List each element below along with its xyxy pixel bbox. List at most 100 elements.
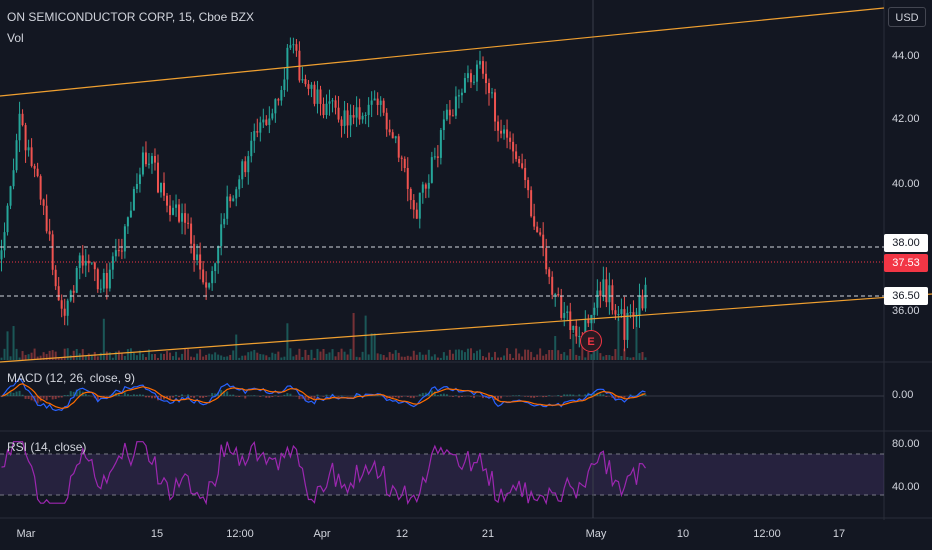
candle-body: [361, 115, 364, 120]
volume-bar: [433, 354, 436, 360]
macd-histogram-bar: [518, 395, 521, 396]
candle-body: [518, 158, 521, 164]
volume-bar: [337, 352, 340, 360]
volume-bar: [313, 357, 316, 360]
macd-histogram-bar: [454, 395, 457, 396]
candle-body: [51, 234, 54, 270]
candle-body: [259, 122, 262, 133]
macd-histogram-bar: [566, 394, 569, 396]
candle-body: [418, 192, 421, 219]
last-price-label[interactable]: 37.53: [884, 254, 928, 272]
candle-body: [241, 161, 244, 180]
candle-body: [199, 254, 202, 270]
volume-bar: [343, 351, 346, 360]
volume-bar: [515, 348, 518, 360]
volume-bar: [512, 357, 515, 360]
volume-bar: [572, 334, 575, 360]
candle-body: [503, 129, 506, 134]
macd-histogram-bar: [439, 394, 442, 396]
volume-bar: [436, 357, 439, 360]
volume-bar: [575, 354, 578, 360]
symbol-title[interactable]: ON SEMICONDUCTOR CORP, 15, Cboe BZX: [7, 10, 254, 24]
macd-histogram-bar: [181, 394, 184, 396]
support-price-label[interactable]: 36.50: [884, 287, 928, 305]
volume-bar: [491, 357, 494, 360]
rsi-title[interactable]: RSI (14, close): [7, 440, 87, 454]
upper-trendline[interactable]: [0, 7, 885, 97]
earnings-marker[interactable]: E: [580, 330, 602, 352]
candle-body: [373, 98, 376, 101]
volume-bar: [18, 357, 21, 360]
volume-bar: [400, 356, 403, 360]
volume-bar: [111, 357, 114, 360]
volume-bar: [304, 349, 307, 360]
volume-bar: [472, 353, 475, 360]
macd-title[interactable]: MACD (12, 26, close, 9): [7, 371, 136, 385]
candle-body: [442, 119, 445, 131]
volume-bar: [178, 357, 181, 360]
volume-bar: [542, 355, 545, 360]
lower-trendline[interactable]: [0, 293, 932, 363]
volume-bar: [265, 355, 268, 360]
macd-histogram-bar: [147, 396, 150, 398]
volume-bar: [226, 356, 229, 360]
volume-bar: [169, 352, 172, 360]
volume-bar: [641, 352, 644, 360]
candle-body: [63, 308, 66, 316]
candle-body: [334, 100, 337, 108]
candle-body: [566, 311, 569, 313]
volume-bar: [114, 351, 117, 360]
candle-body: [454, 96, 457, 116]
macd-histogram-bar: [132, 394, 135, 396]
volume-bar: [208, 353, 211, 360]
candle-body: [187, 222, 190, 224]
volume-bar: [334, 356, 337, 360]
macd-histogram-bar: [376, 395, 379, 396]
volume-bar: [280, 357, 283, 360]
volume-bar: [509, 353, 512, 360]
candle-body: [3, 232, 6, 251]
macd-histogram-bar: [253, 395, 256, 396]
candle-body: [596, 290, 599, 308]
volume-bar: [15, 348, 18, 360]
macd-histogram-bar: [527, 396, 530, 397]
candle-body: [457, 95, 460, 97]
volume-bar: [244, 355, 247, 360]
volume-bar: [623, 348, 626, 360]
macd-histogram-bar: [605, 396, 608, 397]
macd-histogram-bar: [560, 396, 563, 398]
volume-bar: [120, 352, 123, 360]
candlesticks[interactable]: [0, 37, 647, 352]
macd-signal-line: [1, 383, 646, 410]
candle-body: [256, 131, 259, 133]
volume-bar: [533, 357, 536, 360]
volume-bar: [494, 351, 497, 360]
candle-body: [376, 98, 379, 105]
volume-bar: [51, 350, 54, 360]
macd-histogram-bar: [316, 394, 319, 396]
macd-histogram-bar: [126, 394, 129, 396]
volume-bar: [96, 356, 99, 360]
candle-body: [114, 250, 117, 257]
candle-body: [469, 73, 472, 83]
macd-histogram-bar: [406, 396, 409, 398]
candle-body: [105, 273, 108, 289]
volume-label[interactable]: Vol: [7, 31, 24, 45]
volume-bar: [355, 356, 358, 360]
candle-body: [226, 196, 229, 219]
candle-body: [150, 156, 153, 164]
macd-histogram-bar: [166, 396, 169, 399]
volume-bar: [644, 357, 647, 360]
macd-histogram-bar: [397, 396, 400, 399]
candle-body: [268, 118, 271, 125]
macd-histogram-bar: [286, 392, 289, 396]
candle-body: [370, 100, 373, 105]
volume-bar: [256, 352, 259, 360]
currency-button[interactable]: USD: [888, 7, 926, 27]
volume-bar: [406, 355, 409, 360]
candle-body: [108, 269, 111, 289]
resistance-price-label[interactable]: 38.00: [884, 234, 928, 252]
macd-histogram-bar: [469, 396, 472, 397]
volume-bar: [12, 326, 15, 360]
